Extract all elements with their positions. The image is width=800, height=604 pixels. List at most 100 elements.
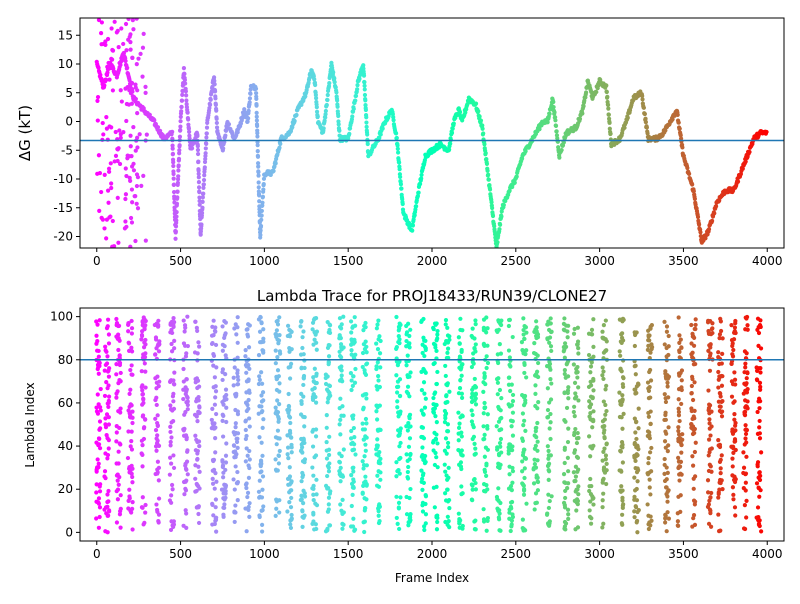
lambda-point <box>300 459 306 464</box>
lambda-point <box>105 499 110 505</box>
dg-point <box>178 124 183 129</box>
dg-point <box>413 207 418 212</box>
lambda-point <box>603 453 609 458</box>
lambda-point <box>326 396 331 401</box>
lambda-point <box>601 399 606 404</box>
lambda-point <box>233 322 238 327</box>
lambda-point <box>192 350 198 355</box>
dg-point <box>195 143 200 149</box>
lambda-point <box>521 492 527 497</box>
dg-point <box>315 114 320 119</box>
lambda-point <box>233 464 238 469</box>
lambda-point <box>286 456 291 461</box>
lambda-point <box>183 410 188 415</box>
dg-point <box>261 176 267 181</box>
lambda-point <box>524 501 529 506</box>
lambda-point <box>212 486 217 491</box>
lambda-point <box>106 404 111 410</box>
lambda-point <box>572 404 577 409</box>
lambda-point <box>603 402 608 408</box>
lambda-point <box>571 470 576 475</box>
lambda-point <box>720 336 725 341</box>
lambda-point <box>313 453 319 458</box>
lambda-point <box>561 500 567 505</box>
lambda-point <box>646 396 652 401</box>
lambda-point <box>195 456 200 462</box>
lambda-point <box>298 412 304 417</box>
lambda-point <box>588 379 593 384</box>
lambda-point <box>168 403 173 408</box>
lambda-point <box>547 365 552 370</box>
lambda-point <box>758 365 763 371</box>
lambda-chart-title: Lambda Trace for PROJ18433/RUN39/CLONE27 <box>257 287 607 305</box>
dg-xtick-label: 1500 <box>333 254 364 268</box>
lambda-point <box>666 333 671 339</box>
lambda-point <box>718 457 723 462</box>
dg-point <box>499 214 504 219</box>
dg-point <box>123 166 128 171</box>
lambda-xtick-label: 3000 <box>584 547 615 561</box>
lambda-point <box>547 498 552 504</box>
lambda-point <box>536 400 541 405</box>
lambda-point <box>482 371 487 376</box>
lambda-point <box>648 421 653 427</box>
lambda-point <box>706 437 712 442</box>
lambda-point <box>482 405 487 411</box>
lambda-point <box>314 492 319 497</box>
lambda-point <box>349 387 354 393</box>
lambda-point <box>245 334 251 339</box>
lambda-point <box>183 488 189 493</box>
lambda-point <box>565 329 570 334</box>
lambda-point <box>442 462 447 467</box>
lambda-point <box>374 366 379 372</box>
lambda-point <box>405 384 411 389</box>
lambda-point <box>325 509 331 514</box>
lambda-point <box>404 330 410 335</box>
lambda-point <box>125 455 131 461</box>
lambda-point <box>406 321 411 326</box>
lambda-point <box>718 466 723 471</box>
lambda-point <box>374 447 379 452</box>
lambda-point <box>103 505 109 510</box>
lambda-point <box>459 413 465 418</box>
dg-point <box>476 109 481 114</box>
lambda-point <box>545 322 550 327</box>
lambda-point <box>758 473 763 478</box>
lambda-point <box>209 426 214 431</box>
lambda-point <box>287 349 292 354</box>
lambda-point <box>757 406 762 411</box>
lambda-point <box>431 402 436 407</box>
lambda-point <box>572 498 577 503</box>
lambda-point <box>676 406 681 411</box>
dg-ytick-label: -5 <box>61 143 73 157</box>
lambda-point <box>434 338 439 343</box>
lambda-point <box>156 324 161 329</box>
lambda-point <box>128 387 133 392</box>
lambda-point <box>140 495 145 500</box>
lambda-point <box>535 448 540 453</box>
dg-point <box>256 180 261 185</box>
lambda-point <box>730 354 736 359</box>
lambda-point <box>127 466 132 471</box>
lambda-point <box>168 378 173 384</box>
dg-ytick-label: 5 <box>65 86 73 100</box>
lambda-point <box>521 423 526 428</box>
lambda-point <box>168 443 173 448</box>
dg-point <box>580 111 585 116</box>
dg-point <box>490 205 495 211</box>
lambda-point <box>741 465 747 470</box>
lambda-point <box>618 367 623 372</box>
lambda-point <box>689 391 694 396</box>
lambda-point <box>710 330 715 336</box>
dg-point <box>703 236 708 241</box>
lambda-point <box>351 425 356 431</box>
dg-point <box>747 149 752 155</box>
lambda-point <box>256 381 262 387</box>
dg-point <box>258 228 263 233</box>
lambda-point <box>326 342 331 348</box>
lambda-point <box>94 333 99 338</box>
lambda-point <box>732 377 738 382</box>
lambda-point <box>407 333 412 339</box>
dg-point <box>126 102 132 107</box>
lambda-point <box>213 497 218 502</box>
